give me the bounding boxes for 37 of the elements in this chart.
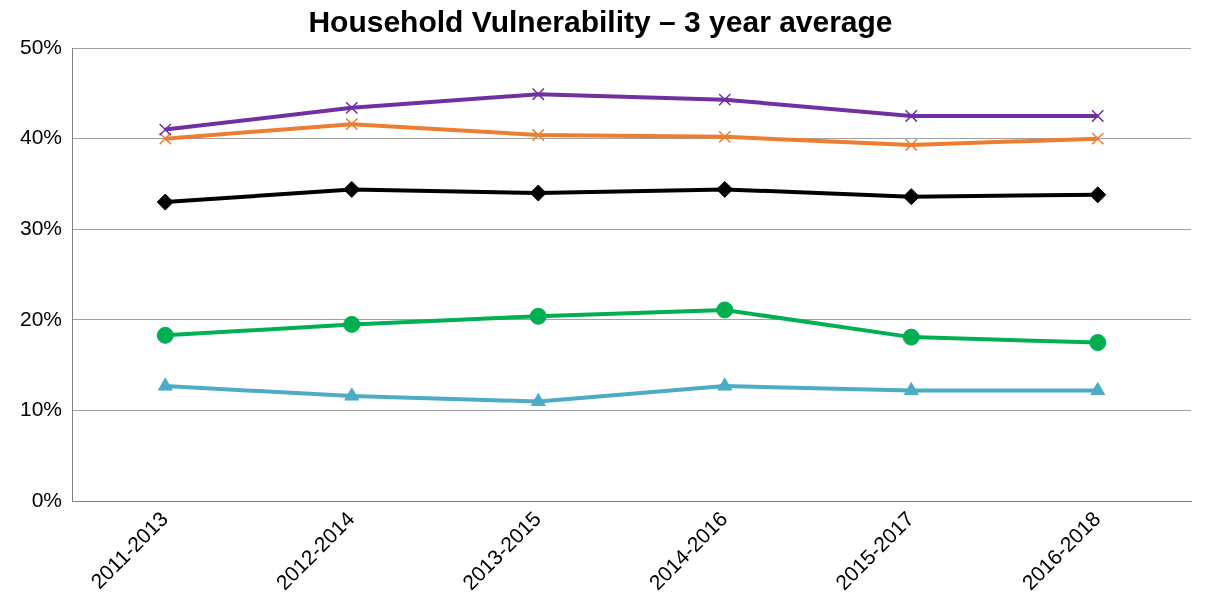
- y-tick-label: 50%: [20, 34, 63, 58]
- point: [530, 392, 546, 406]
- point: [157, 377, 173, 391]
- point: [717, 377, 733, 391]
- y-tick-label: 0%: [31, 487, 63, 511]
- point: [1089, 334, 1107, 352]
- point: [1089, 186, 1107, 204]
- y-tick-label: 30%: [20, 216, 63, 240]
- point: [158, 132, 172, 146]
- point: [531, 87, 545, 101]
- point: [1091, 132, 1105, 146]
- point: [158, 123, 172, 136]
- point: [1090, 382, 1106, 396]
- y-tick-label: 40%: [20, 125, 63, 149]
- point: [156, 326, 174, 344]
- point: [529, 307, 547, 325]
- point: [344, 387, 360, 401]
- point: [529, 184, 547, 202]
- point: [904, 138, 918, 152]
- chart-title: Household Vulnerability – 3 year average: [308, 5, 893, 39]
- point: [343, 180, 361, 198]
- point: [343, 315, 361, 333]
- point: [902, 328, 920, 346]
- point: [902, 188, 920, 206]
- point: [531, 128, 545, 142]
- point: [156, 193, 174, 211]
- point: [718, 93, 732, 107]
- y-tick-label: 20%: [20, 306, 63, 330]
- point: [345, 117, 359, 131]
- point: [716, 180, 734, 198]
- point: [345, 101, 359, 115]
- point: [903, 382, 919, 396]
- y-tick-label: 10%: [20, 397, 63, 421]
- point: [716, 301, 734, 319]
- point: [718, 130, 732, 144]
- point: [904, 109, 918, 123]
- point: [1091, 109, 1105, 123]
